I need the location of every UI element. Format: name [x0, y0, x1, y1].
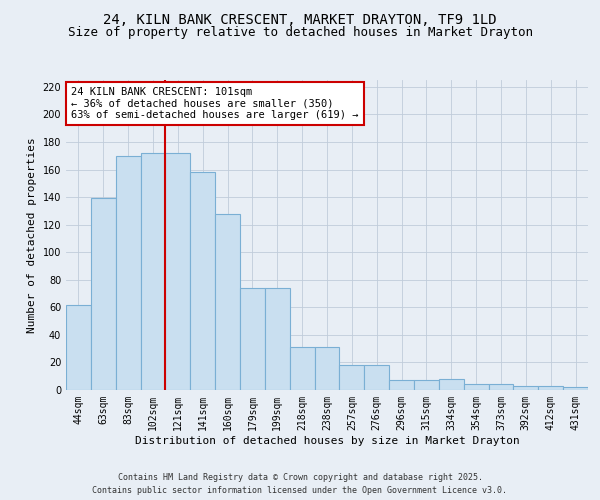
- Bar: [563, 387, 588, 390]
- Bar: [66, 304, 91, 390]
- Bar: [240, 288, 265, 390]
- Bar: [91, 198, 116, 390]
- Bar: [290, 348, 314, 390]
- Bar: [389, 380, 414, 390]
- Bar: [439, 379, 464, 390]
- Bar: [488, 384, 514, 390]
- Bar: [414, 380, 439, 390]
- Bar: [464, 384, 488, 390]
- Bar: [538, 386, 563, 390]
- Text: 24 KILN BANK CRESCENT: 101sqm
← 36% of detached houses are smaller (350)
63% of : 24 KILN BANK CRESCENT: 101sqm ← 36% of d…: [71, 87, 358, 120]
- X-axis label: Distribution of detached houses by size in Market Drayton: Distribution of detached houses by size …: [134, 436, 520, 446]
- Bar: [340, 365, 364, 390]
- Text: Contains HM Land Registry data © Crown copyright and database right 2025.
Contai: Contains HM Land Registry data © Crown c…: [92, 474, 508, 495]
- Bar: [514, 386, 538, 390]
- Text: Size of property relative to detached houses in Market Drayton: Size of property relative to detached ho…: [67, 26, 533, 39]
- Bar: [265, 288, 290, 390]
- Y-axis label: Number of detached properties: Number of detached properties: [27, 137, 37, 333]
- Text: 24, KILN BANK CRESCENT, MARKET DRAYTON, TF9 1LD: 24, KILN BANK CRESCENT, MARKET DRAYTON, …: [103, 12, 497, 26]
- Bar: [364, 365, 389, 390]
- Bar: [215, 214, 240, 390]
- Bar: [166, 153, 190, 390]
- Bar: [140, 153, 166, 390]
- Bar: [314, 348, 340, 390]
- Bar: [190, 172, 215, 390]
- Bar: [116, 156, 140, 390]
